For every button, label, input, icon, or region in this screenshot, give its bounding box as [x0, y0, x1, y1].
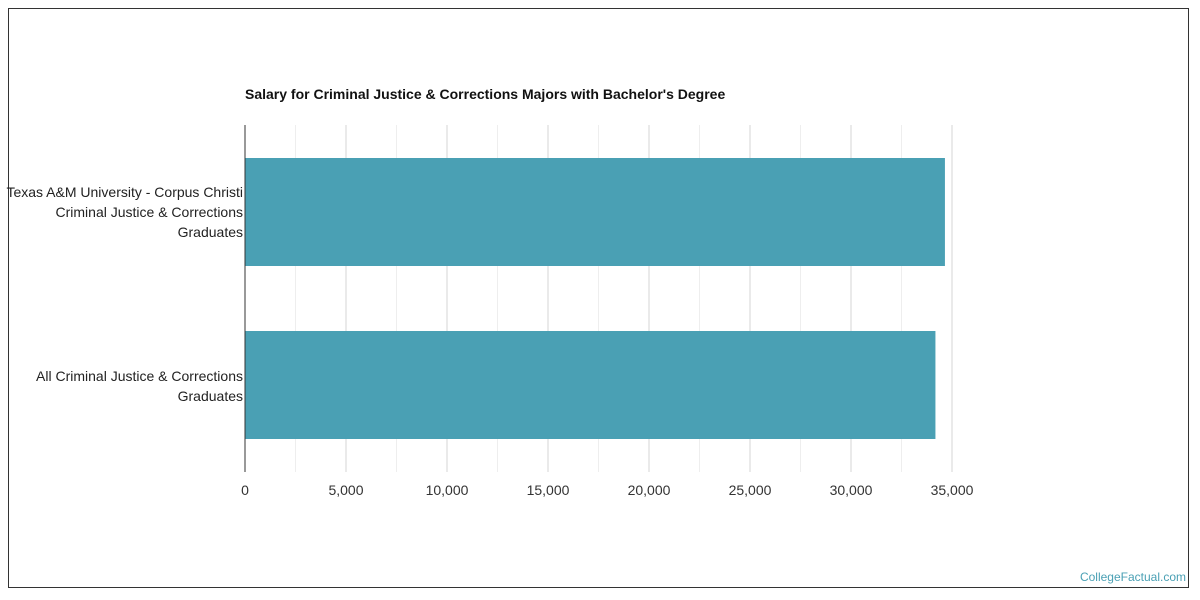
- category-label-texas-am: Texas A&M University - Corpus Christi Cr…: [6, 184, 243, 240]
- x-tick-label: 30,000: [830, 482, 873, 498]
- category-label-all-graduates: All Criminal Justice & Corrections Gradu…: [36, 368, 243, 404]
- bar-1: [245, 331, 936, 439]
- x-tick-label: 15,000: [527, 482, 570, 498]
- x-tick-label: 0: [241, 482, 249, 498]
- x-tick-label: 20,000: [628, 482, 671, 498]
- bar-0: [245, 158, 945, 266]
- x-tick-label: 25,000: [729, 482, 772, 498]
- x-tick-label: 5,000: [328, 482, 363, 498]
- chart-frame: [8, 8, 1189, 588]
- x-tick-label: 10,000: [426, 482, 469, 498]
- watermark: CollegeFactual.com: [1079, 570, 1186, 584]
- x-tick-label: 35,000: [931, 482, 974, 498]
- chart-title: Salary for Criminal Justice & Correction…: [245, 86, 726, 102]
